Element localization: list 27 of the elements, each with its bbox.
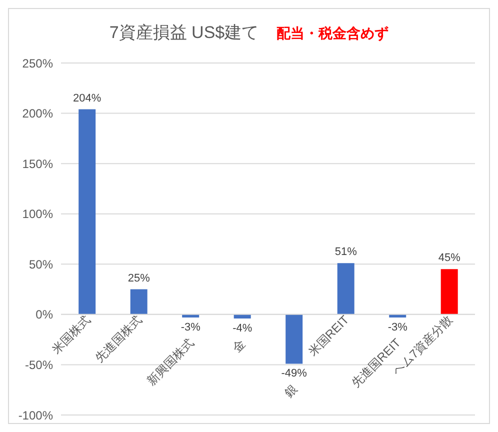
bar xyxy=(337,263,354,314)
x-tick-label: 金 xyxy=(230,336,248,356)
data-label: -3% xyxy=(180,321,201,334)
data-label: 45% xyxy=(438,252,461,264)
chart-title: 7資産損益 US$建て xyxy=(109,22,259,44)
y-tick-label: 200% xyxy=(22,106,54,121)
y-tick-label: 250% xyxy=(22,56,54,70)
bar xyxy=(78,109,96,314)
chart-subtitle: 配当・税金含めず xyxy=(276,25,389,43)
data-label: -3% xyxy=(388,321,408,334)
y-tick-label: 150% xyxy=(22,156,54,171)
y-tick-label: -50% xyxy=(24,358,54,372)
y-tick-label: 0% xyxy=(36,308,54,322)
x-tick-label: 銀 xyxy=(282,382,300,400)
y-tick-label: 50% xyxy=(28,257,54,272)
data-label: -4% xyxy=(232,322,252,334)
x-tick-label: 先進国株式 xyxy=(92,312,145,365)
bar xyxy=(130,289,148,314)
data-label: -49% xyxy=(281,368,308,380)
x-tick-label: 新興国株式 xyxy=(144,336,196,388)
y-tick-label: 100% xyxy=(22,207,54,222)
data-label: 25% xyxy=(128,272,150,284)
y-tick-label: -100% xyxy=(18,408,54,422)
data-label: 51% xyxy=(334,246,358,258)
bar xyxy=(286,314,303,364)
data-label: 204% xyxy=(73,92,102,104)
bar xyxy=(440,269,458,314)
